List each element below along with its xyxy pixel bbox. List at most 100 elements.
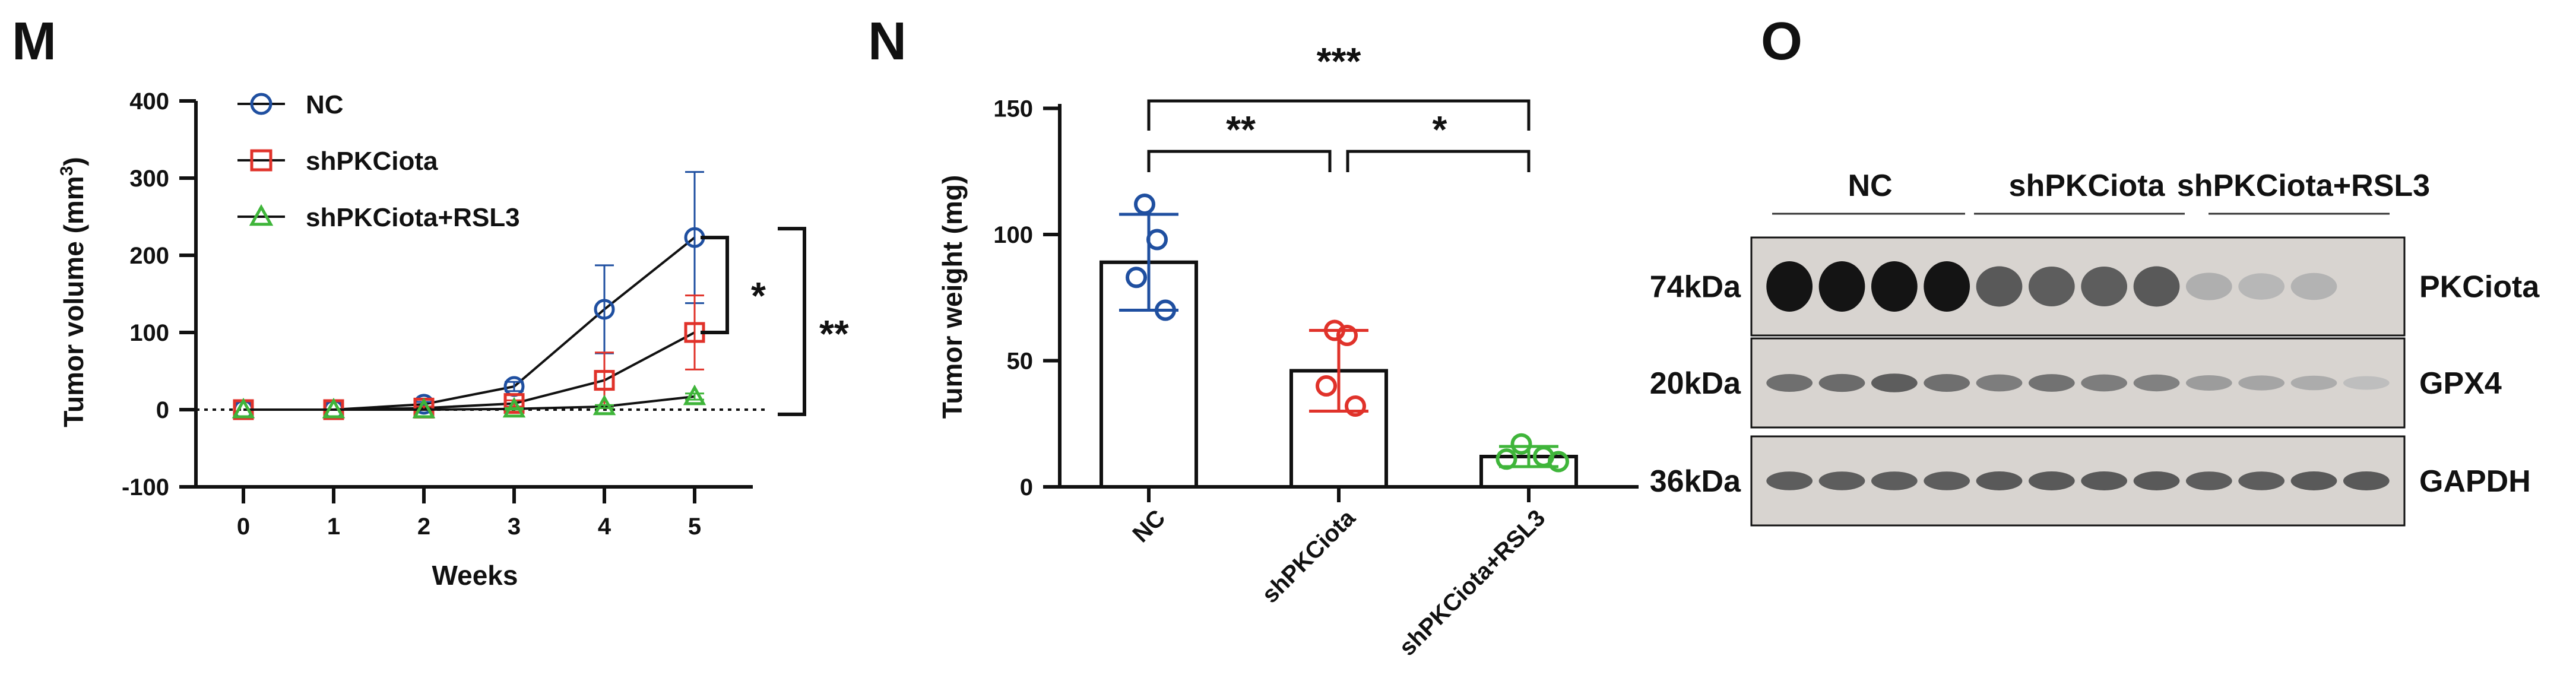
blot-group-label: shPKCiota+RSL3 <box>2177 169 2430 203</box>
blot-band <box>1924 374 1970 392</box>
blot-row-gapdh: 36kDa GAPDH <box>1650 435 2531 527</box>
series-shpkciota <box>233 294 705 420</box>
data-point <box>1336 325 1358 346</box>
significance-label: ** <box>1226 108 1256 151</box>
data-point <box>1510 433 1532 455</box>
blot-band <box>2028 471 2075 490</box>
blot-protein-label: GAPDH <box>2419 464 2531 499</box>
m-y-tick-label: 300 <box>129 166 169 192</box>
blot-band <box>1976 374 2023 392</box>
data-point <box>1126 267 1147 289</box>
blot-band <box>2028 267 2075 306</box>
n-x-tick-label: shPKCiota <box>1257 505 1361 609</box>
significance-label: ** <box>819 312 849 355</box>
blot-band <box>2343 471 2390 490</box>
n-x-tick-label: NC <box>1127 505 1170 547</box>
blot-band <box>1976 471 2023 490</box>
blot-kda-label: 20kDa <box>1650 366 1741 401</box>
blot-band <box>2238 375 2285 391</box>
m-x-tick-label: 0 <box>237 514 250 540</box>
blot-kda-label: 74kDa <box>1650 270 1741 305</box>
significance-bracket <box>1147 99 1531 131</box>
western-blot: NC shPKCiota shPKCiota+RSL3 74kDa PKCiota 20k… <box>1650 169 2540 527</box>
blot-row-pkciota: 74kDa PKCiota <box>1650 236 2540 337</box>
blot-band <box>2133 471 2180 490</box>
triangle-marker <box>232 397 255 419</box>
triangle-marker <box>502 397 526 418</box>
blot-band <box>1818 373 1865 392</box>
blot-band <box>2185 471 2232 490</box>
blot-band <box>2290 471 2337 490</box>
m-x-tick-label: 3 <box>508 514 521 540</box>
significance-bracket <box>701 236 729 334</box>
data-point <box>1324 319 1345 341</box>
m-x-tick-label: 1 <box>327 514 340 540</box>
bar-group-shpkciota <box>1289 319 1388 489</box>
panel-letter-n: N <box>868 12 907 71</box>
blot-band <box>2238 471 2285 490</box>
blot-band <box>1766 261 1813 312</box>
triangle-marker <box>412 397 436 419</box>
blot-band <box>2081 471 2128 490</box>
m-x-tick-label: 4 <box>598 514 611 540</box>
panel-letter-m: M <box>12 12 56 71</box>
series-line <box>243 236 696 411</box>
blot-band <box>2081 374 2128 392</box>
tumor-volume-chart: -100 0 100 200 300 400 0 1 2 3 4 5 Tumor volume (m… <box>57 88 849 591</box>
blot-band <box>1871 261 1918 312</box>
m-x-tick-label: 2 <box>417 514 430 540</box>
significance-bracket <box>1147 150 1332 172</box>
bar-group-nc <box>1100 194 1198 489</box>
data-point <box>1495 448 1517 470</box>
blot-band <box>2133 374 2180 392</box>
m-y-tick-label: 200 <box>129 243 169 269</box>
blot-row-gpx4: 20kDa GPX4 <box>1650 337 2502 429</box>
data-point <box>1155 299 1176 321</box>
data-point <box>1548 451 1569 473</box>
blot-band <box>1871 471 1918 490</box>
blot-band <box>2290 375 2337 391</box>
square-marker <box>250 149 273 172</box>
n-y-axis-title: Tumor weight (mg) <box>937 175 968 419</box>
blot-band <box>2343 376 2390 390</box>
significance-bracket <box>1346 150 1531 172</box>
triangle-marker <box>683 384 706 405</box>
significance-bracket <box>778 227 806 416</box>
legend-label: NC <box>306 90 344 119</box>
n-y-tick-label: 100 <box>993 222 1033 248</box>
triangle-marker <box>322 397 346 419</box>
blot-band <box>1766 374 1813 392</box>
data-point <box>1146 229 1168 251</box>
data-point <box>1345 395 1366 417</box>
triangle-marker <box>592 394 616 416</box>
blot-band <box>1976 266 2023 307</box>
significance-label: * <box>1433 108 1447 151</box>
legend-label: shPKCiota+RSL3 <box>306 203 520 232</box>
blot-band <box>2238 273 2285 300</box>
blot-kda-label: 36kDa <box>1650 464 1741 499</box>
legend-label: shPKCiota <box>306 147 438 176</box>
blot-group-label: NC <box>1848 169 1892 203</box>
n-x-tick-label: shPKCiota+RSL3 <box>1394 505 1550 661</box>
m-y-tick-label: 0 <box>156 397 169 423</box>
panel-letter-o: O <box>1761 12 1802 71</box>
n-y-tick-label: 150 <box>993 96 1033 122</box>
blot-protein-label: PKCiota <box>2419 270 2540 305</box>
circle-marker <box>250 93 273 115</box>
blot-band <box>1924 471 1970 490</box>
data-point <box>1316 375 1337 397</box>
blot-band <box>2185 273 2232 300</box>
m-y-axis-title: Tumor volume (mm3) <box>57 157 89 427</box>
n-y-tick-label: 0 <box>1020 474 1033 500</box>
blot-protein-label: GPX4 <box>2419 366 2502 401</box>
tumor-weight-chart: Tumor weight (mg) 0 50 100 150 NC shPKCiota s… <box>937 40 1639 661</box>
bar-group-shpkciota-rsl3 <box>1479 433 1578 489</box>
circle-marker <box>594 299 615 320</box>
square-marker <box>594 370 615 391</box>
data-point <box>1134 194 1155 215</box>
m-x-axis-title: Weeks <box>432 560 518 591</box>
blot-band <box>2185 375 2232 391</box>
triangle-marker <box>249 204 274 226</box>
series-shpkciota-rsl3 <box>232 384 706 419</box>
